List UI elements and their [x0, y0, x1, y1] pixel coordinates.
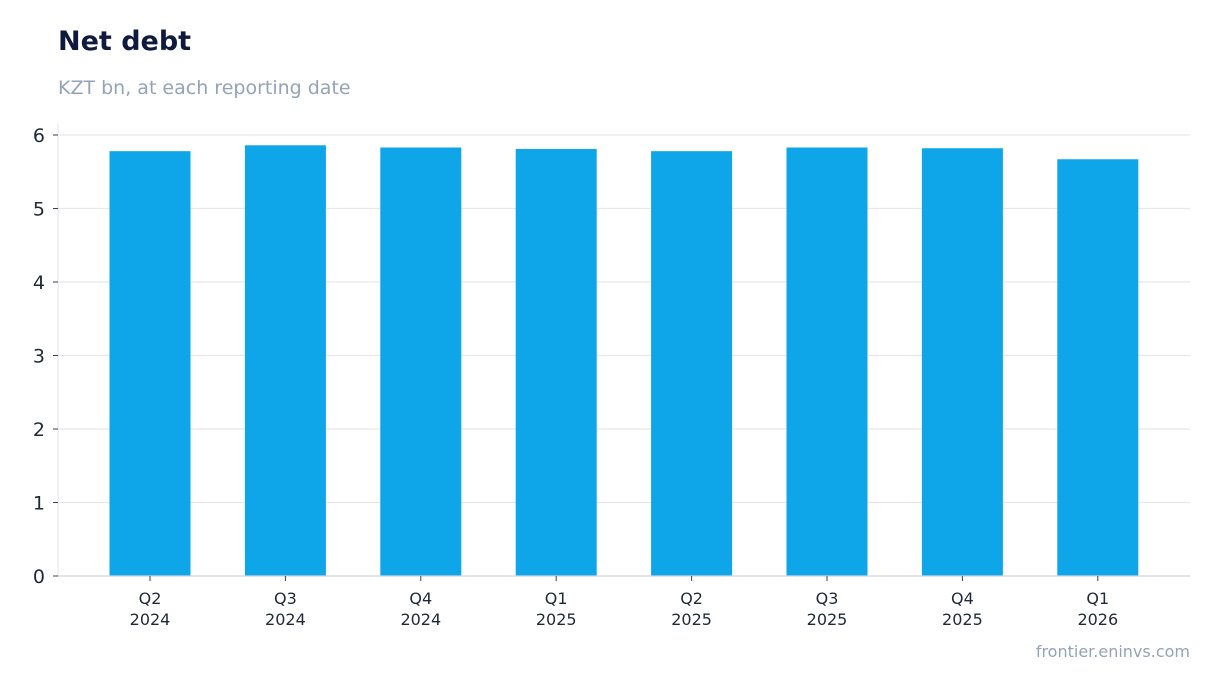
x-tick-label: Q1 — [1086, 589, 1109, 608]
x-tick-label: 2026 — [1077, 610, 1118, 629]
x-tick-label: Q2 — [139, 589, 162, 608]
x-tick-label: Q3 — [816, 589, 839, 608]
x-tick-label: 2025 — [536, 610, 577, 629]
bar — [109, 151, 191, 577]
x-tick-label: Q1 — [545, 589, 568, 608]
x-tick-label: Q4 — [951, 589, 974, 608]
x-tick-label: Q4 — [409, 589, 432, 608]
y-tick-label: 3 — [33, 346, 45, 368]
y-tick-label: 6 — [33, 125, 45, 147]
x-tick-label: Q3 — [274, 589, 297, 608]
x-tick-label: 2024 — [130, 610, 171, 629]
x-tick-labels: Q2 2024 Q3 2024 Q4 2024 Q1 2025 Q2 2025 Q3 2025 Q4 20… — [130, 576, 1118, 629]
bar — [1057, 159, 1139, 576]
axes — [57, 124, 1190, 577]
x-tick-label: 2024 — [400, 610, 441, 629]
y-tick-label: 4 — [33, 272, 45, 294]
y-tick-label: 5 — [33, 199, 45, 221]
y-tick-label: 0 — [33, 566, 45, 588]
chart-title: Net debt — [58, 26, 192, 57]
x-tick-label: Q2 — [680, 589, 703, 608]
bar — [786, 147, 868, 576]
source-label: frontier.eninvs.com — [1035, 642, 1190, 661]
gridlines — [58, 134, 1190, 504]
y-tick-label: 2 — [33, 419, 45, 441]
chart-subtitle: KZT bn, at each reporting date — [58, 77, 351, 99]
bar — [651, 151, 733, 577]
y-tick-labels: 0 1 2 3 4 5 6 — [33, 125, 58, 588]
y-tick-label: 1 — [33, 493, 45, 515]
bars — [109, 145, 1139, 577]
bar — [244, 145, 326, 577]
bar — [380, 147, 462, 576]
x-tick-label: 2025 — [671, 610, 712, 629]
bar — [515, 148, 597, 576]
x-tick-label: 2025 — [942, 610, 983, 629]
bar — [921, 148, 1003, 577]
x-tick-label: 2024 — [265, 610, 306, 629]
x-tick-label: 2025 — [807, 610, 848, 629]
